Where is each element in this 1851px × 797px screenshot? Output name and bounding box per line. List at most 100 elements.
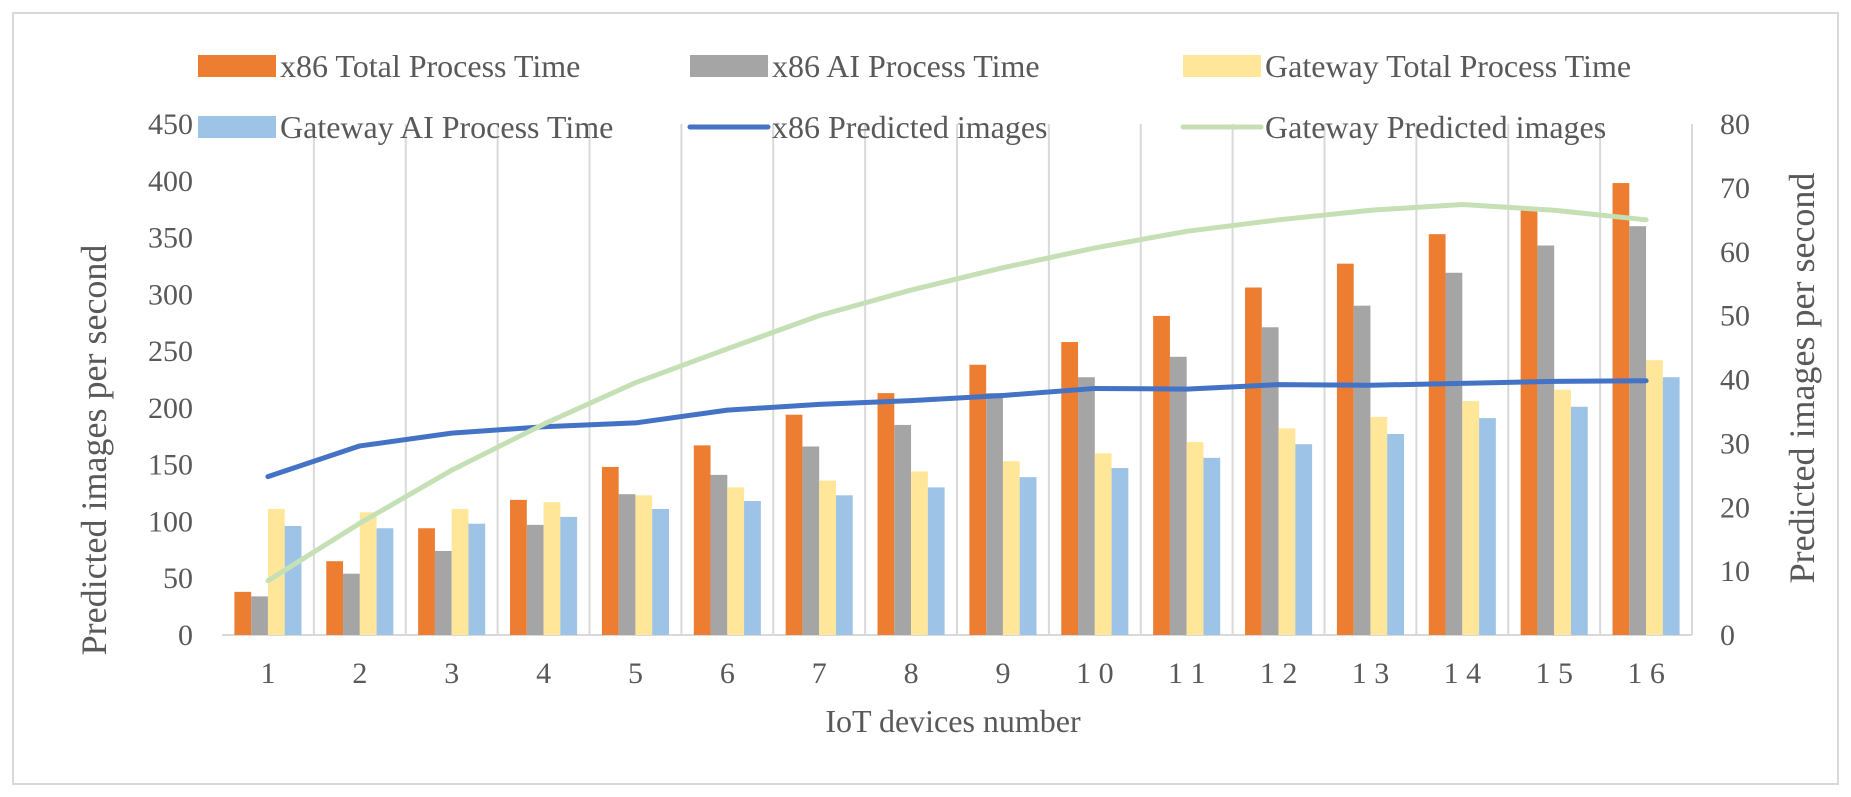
y-tick-label: 300 bbox=[148, 278, 193, 311]
bar-x86-ai-process-time bbox=[1169, 356, 1187, 635]
bar-gateway-ai-process-time bbox=[927, 487, 945, 635]
bar-gateway-total-process-time bbox=[1554, 389, 1571, 635]
bar-gateway-total-process-time bbox=[911, 471, 928, 635]
bar-x86-ai-process-time bbox=[434, 550, 452, 635]
bar-x86-total-process-time bbox=[418, 528, 435, 635]
y2-tick-label: 70 bbox=[1720, 172, 1750, 205]
x-tick-label: 1 bbox=[260, 657, 275, 690]
bar-x86-ai-process-time bbox=[986, 393, 1003, 635]
bar-gateway-total-process-time bbox=[1278, 428, 1296, 635]
bar-gateway-ai-process-time bbox=[284, 525, 302, 635]
bar-x86-ai-process-time bbox=[1353, 305, 1371, 635]
y-tick-label: 250 bbox=[148, 335, 193, 368]
bar-gateway-ai-process-time bbox=[652, 508, 669, 635]
bar-gateway-total-process-time bbox=[1462, 401, 1480, 635]
y2-tick-label: 30 bbox=[1720, 427, 1750, 460]
legend-label-x86-ai-process-time: x86 AI Process Time bbox=[772, 48, 1040, 84]
bar-gateway-total-process-time bbox=[1186, 441, 1204, 635]
x-tick-label: 1 0 bbox=[1076, 657, 1114, 690]
bar-gateway-total-process-time bbox=[727, 487, 745, 635]
x-axis-title: IoT devices number bbox=[825, 703, 1081, 739]
bar-gateway-total-process-time bbox=[1370, 416, 1388, 635]
bar-x86-total-process-time bbox=[1245, 287, 1262, 635]
bar-gateway-total-process-time bbox=[819, 480, 836, 635]
bar-x86-total-process-time bbox=[1520, 206, 1538, 635]
line-x86-predicted-images bbox=[265, 378, 1649, 480]
y2-tick-label: 40 bbox=[1720, 364, 1750, 397]
bar-gateway-ai-process-time bbox=[835, 495, 853, 635]
y-tick-label: 350 bbox=[148, 222, 193, 255]
x-tick-label: 8 bbox=[904, 657, 919, 690]
x-tick-label: 1 1 bbox=[1168, 657, 1206, 690]
x-tick-label: 1 3 bbox=[1352, 657, 1390, 690]
legend-label-x86-total-process-time: x86 Total Process Time bbox=[280, 48, 580, 84]
bar-x86-total-process-time bbox=[877, 393, 895, 635]
x-tick-label: 5 bbox=[628, 657, 643, 690]
bar-x86-ai-process-time bbox=[1629, 226, 1647, 635]
bar-x86-ai-process-time bbox=[251, 596, 268, 635]
bar-gateway-total-process-time bbox=[1646, 360, 1663, 635]
legend-swatch-x86-ai-process-time bbox=[690, 55, 768, 77]
legend-label-gateway-total-process-time: Gateway Total Process Time bbox=[1265, 48, 1631, 84]
y-tick-label: 200 bbox=[148, 392, 193, 425]
bar-x86-total-process-time bbox=[510, 499, 527, 635]
x-tick-label: 1 5 bbox=[1535, 657, 1573, 690]
legend-swatch-gateway-total-process-time bbox=[1183, 55, 1261, 77]
y2-axis-title: Predicted images per second bbox=[1782, 173, 1822, 584]
bar-x86-ai-process-time bbox=[343, 573, 360, 635]
legend-label-gateway-ai-process-time: Gateway AI Process Time bbox=[280, 109, 613, 145]
bar-gateway-ai-process-time bbox=[376, 528, 394, 635]
y2-tick-label: 20 bbox=[1720, 491, 1750, 524]
bar-x86-total-process-time bbox=[969, 364, 987, 635]
bar-gateway-ai-process-time bbox=[1203, 457, 1221, 635]
bar-x86-total-process-time bbox=[1428, 234, 1446, 635]
legend-label-x86-predicted-images: x86 Predicted images bbox=[772, 109, 1047, 145]
bar-x86-ai-process-time bbox=[1078, 377, 1095, 635]
bar-gateway-total-process-time bbox=[635, 495, 653, 635]
x-tick-label: 1 4 bbox=[1444, 657, 1482, 690]
bar-x86-ai-process-time bbox=[1261, 327, 1279, 635]
bar-x86-total-process-time bbox=[234, 591, 252, 635]
bar-x86-ai-process-time bbox=[802, 446, 820, 635]
y2-tick-label: 60 bbox=[1720, 236, 1750, 269]
bar-gateway-ai-process-time bbox=[744, 501, 761, 635]
y2-tick-label: 80 bbox=[1720, 108, 1750, 141]
bar-gateway-ai-process-time bbox=[1479, 418, 1496, 635]
y-tick-label: 0 bbox=[178, 619, 193, 652]
y-tick-label: 400 bbox=[148, 165, 193, 198]
x-tick-label: 1 2 bbox=[1260, 657, 1298, 690]
y-axis-title: Predicted images per second bbox=[74, 245, 114, 656]
x-tick-label: 2 bbox=[352, 657, 367, 690]
bar-x86-ai-process-time bbox=[526, 524, 544, 635]
bar-gateway-ai-process-time bbox=[468, 523, 486, 635]
bar-gateway-ai-process-time bbox=[1295, 444, 1313, 635]
x-tick-label: 3 bbox=[444, 657, 459, 690]
y-tick-label: 100 bbox=[148, 505, 193, 538]
bar-gateway-ai-process-time bbox=[1570, 406, 1588, 635]
x-tick-label: 7 bbox=[812, 657, 827, 690]
bar-gateway-total-process-time bbox=[359, 512, 377, 635]
bar-gateway-total-process-time bbox=[543, 502, 561, 635]
bar-x86-total-process-time bbox=[1612, 183, 1630, 635]
y-tick-label: 50 bbox=[163, 562, 193, 595]
x-tick-label: 4 bbox=[536, 657, 551, 690]
bar-gateway-ai-process-time bbox=[560, 516, 578, 635]
bar-x86-ai-process-time bbox=[710, 474, 728, 635]
bar-gateway-total-process-time bbox=[1094, 453, 1112, 635]
bar-gateway-ai-process-time bbox=[1111, 468, 1129, 635]
bar-x86-ai-process-time bbox=[618, 494, 636, 635]
y-tick-label: 150 bbox=[148, 449, 193, 482]
bar-x86-ai-process-time bbox=[1445, 272, 1463, 635]
bar-gateway-ai-process-time bbox=[1662, 377, 1680, 635]
bar-gateway-total-process-time bbox=[267, 508, 285, 635]
bar-gateway-total-process-time bbox=[1002, 461, 1020, 635]
line-gateway-predicted-images bbox=[265, 201, 1649, 584]
x-tick-label: 1 6 bbox=[1627, 657, 1665, 690]
legend-label-gateway-predicted-images: Gateway Predicted images bbox=[1265, 109, 1606, 145]
y2-tick-label: 0 bbox=[1720, 619, 1735, 652]
x-tick-label: 6 bbox=[720, 657, 735, 690]
x-tick-label: 9 bbox=[995, 657, 1010, 690]
bar-x86-total-process-time bbox=[1153, 315, 1170, 635]
bar-x86-ai-process-time bbox=[894, 424, 912, 635]
bar-gateway-ai-process-time bbox=[1019, 477, 1037, 635]
